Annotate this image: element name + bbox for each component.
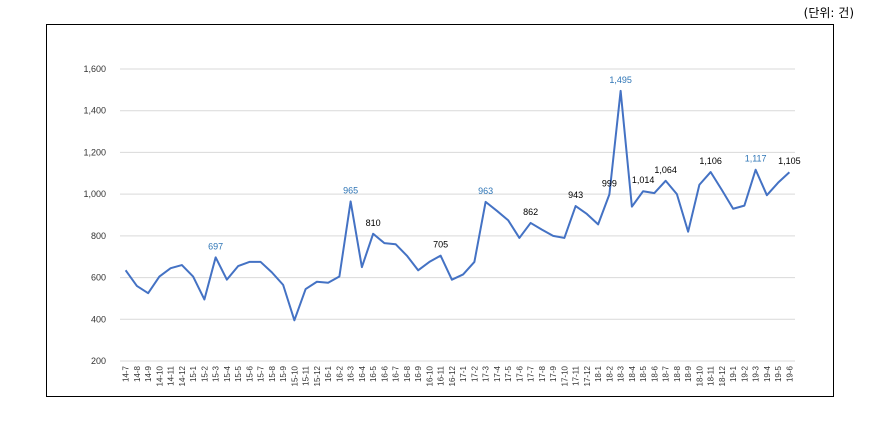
data-label: 862 [523,207,538,217]
x-tick-label: 19-4 [763,365,772,382]
x-tick-label: 15-7 [257,365,266,382]
x-tick-label: 17-8 [538,365,547,382]
data-label: 1,014 [632,175,655,185]
x-tick-label: 18-2 [605,365,614,382]
x-tick-label: 16-7 [392,365,401,382]
x-tick-label: 19-1 [729,365,738,382]
data-label: 1,117 [745,154,767,164]
x-tick-label: 18-9 [684,365,693,382]
x-tick-label: 16-4 [358,365,367,382]
gridlines [120,68,795,362]
x-tick-label: 14-10 [155,365,164,386]
x-tick-label: 17-2 [470,365,479,382]
x-tick-label: 16-1 [324,365,333,382]
x-tick-label: 15-8 [268,365,277,382]
data-label: 965 [343,185,358,195]
x-tick-label: 15-9 [279,365,288,382]
x-tick-label: 17-5 [504,365,513,382]
x-tick-label: 16-5 [369,365,378,382]
x-tick-label: 16-12 [448,365,457,386]
x-tick-label: 18-4 [628,365,637,382]
x-tick-label: 16-9 [414,365,423,382]
x-tick-label: 15-2 [200,365,209,382]
x-tick-label: 18-11 [707,365,716,385]
x-tick-label: 18-5 [639,365,648,382]
x-tick-label: 15-10 [290,365,299,386]
y-tick-label: 1,400 [83,106,106,116]
y-tick-label: 200 [91,356,106,366]
x-tick-label: 18-12 [718,365,727,386]
x-tick-label: 17-7 [527,365,536,382]
x-tick-label: 17-1 [459,365,468,382]
data-label: 943 [568,190,583,200]
y-tick-label: 1,200 [83,147,106,157]
data-label: 697 [208,241,223,251]
x-tick-label: 19-3 [752,365,761,382]
x-tick-label: 15-12 [313,365,322,386]
data-label: 1,495 [609,75,632,85]
x-tick-label: 14-8 [133,365,142,382]
x-tick-label: 14-12 [178,365,187,386]
x-tick-label: 18-8 [673,365,682,382]
data-label: 999 [602,178,617,188]
x-tick-label: 15-11 [302,365,311,385]
x-tick-label: 16-3 [347,365,356,382]
x-tick-label: 19-6 [785,365,794,382]
unit-label: (단위: 건) [803,6,854,20]
x-tick-label: 19-2 [740,365,749,382]
y-axis-ticks: 200 400 600 800 1,000 1,200 1,400 1,600 [83,64,106,366]
x-tick-label: 17-4 [493,365,502,382]
data-label: 1,064 [654,165,677,175]
x-tick-label: 15-1 [189,365,198,382]
y-tick-label: 1,000 [83,189,106,199]
data-label: 810 [366,218,381,228]
x-tick-label: 18-6 [650,365,659,382]
x-tick-label: 16-8 [403,365,412,382]
x-tick-label: 14-9 [144,365,153,382]
x-tick-label: 16-6 [380,365,389,382]
chart-frame: 200 400 600 800 1,000 1,200 1,400 1,600 14-7 14-… [46,24,834,397]
x-tick-label: 17-11 [572,365,581,385]
y-tick-label: 600 [91,273,106,283]
x-tick-label: 15-4 [223,365,232,382]
x-axis-ticks: 14-7 14-8 14-9 14-10 14-11 14-12 15-1 15-2 15-3 1… [122,365,795,386]
y-tick-label: 800 [91,231,106,241]
data-label: 963 [478,186,493,196]
series-line-group [124,89,791,322]
x-tick-label: 18-10 [695,365,704,386]
x-tick-label: 18-3 [617,365,626,382]
x-tick-label: 14-11 [167,365,176,385]
x-tick-label: 16-10 [425,365,434,386]
x-tick-label: 15-6 [245,365,254,382]
y-tick-label: 1,600 [83,64,106,74]
data-label: 705 [433,240,448,250]
data-label: 1,105 [778,156,801,166]
x-tick-label: 16-11 [437,365,446,385]
x-tick-label: 18-1 [594,365,603,382]
data-label: 1,106 [699,156,722,166]
x-tick-label: 17-9 [549,365,558,382]
x-tick-label: 17-10 [560,365,569,386]
x-tick-label: 17-12 [583,365,592,386]
x-tick-label: 19-5 [774,365,783,382]
x-tick-label: 18-7 [662,365,671,382]
series-line [124,89,791,322]
x-tick-label: 14-7 [122,365,131,382]
x-tick-label: 16-2 [335,365,344,382]
y-tick-label: 400 [91,314,106,324]
x-tick-label: 15-5 [234,365,243,382]
x-tick-label: 17-6 [515,365,524,382]
x-tick-label: 15-3 [212,365,221,382]
x-tick-label: 17-3 [482,365,491,382]
